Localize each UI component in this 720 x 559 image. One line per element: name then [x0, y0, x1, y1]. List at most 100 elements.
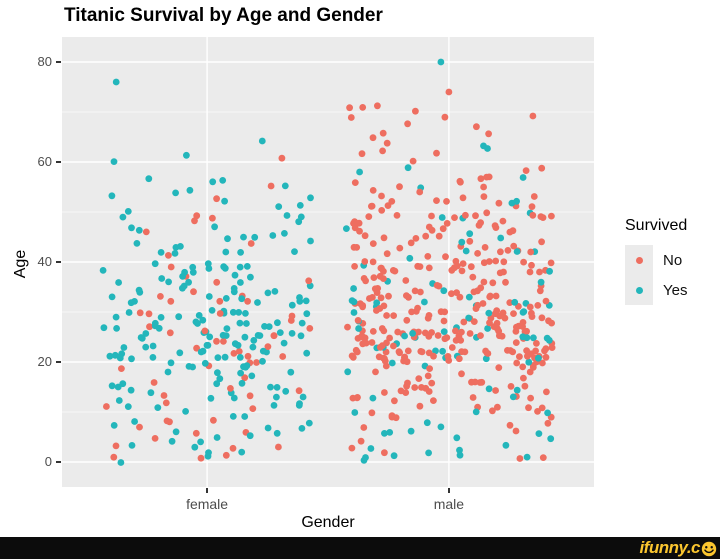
data-point	[492, 292, 500, 300]
data-point	[216, 297, 224, 305]
data-point	[236, 319, 244, 327]
data-point	[238, 295, 246, 303]
data-point	[522, 167, 530, 175]
data-point	[393, 212, 401, 219]
data-point	[460, 318, 468, 326]
data-point	[149, 342, 157, 350]
data-point	[175, 313, 183, 321]
data-point	[142, 343, 150, 351]
data-point	[525, 358, 533, 366]
x-tick-mark	[447, 488, 450, 493]
data-point	[404, 164, 412, 172]
data-point	[397, 387, 405, 395]
data-point	[209, 178, 217, 186]
data-point	[108, 382, 116, 390]
data-point	[475, 221, 483, 229]
data-point	[448, 290, 455, 298]
data-point	[145, 175, 153, 183]
data-point	[278, 154, 286, 162]
data-point	[485, 309, 493, 317]
data-point	[287, 368, 295, 376]
data-point	[391, 267, 399, 275]
data-point	[469, 394, 477, 401]
data-point	[201, 327, 209, 335]
data-point	[269, 232, 277, 239]
data-point	[383, 250, 391, 258]
data-point	[509, 393, 517, 401]
data-point	[512, 427, 520, 435]
data-point	[241, 374, 249, 382]
data-point	[369, 394, 377, 402]
data-point	[458, 238, 466, 246]
data-point	[407, 239, 415, 247]
data-point	[214, 354, 222, 361]
watermark-bar: ifunny.c	[0, 537, 720, 559]
data-point	[219, 177, 227, 184]
data-point	[240, 233, 247, 241]
data-point	[369, 258, 377, 266]
data-point	[381, 430, 388, 437]
data-point	[368, 202, 375, 210]
data-point	[111, 351, 119, 359]
data-point	[172, 428, 180, 436]
data-point	[481, 244, 489, 251]
data-point	[537, 278, 545, 286]
data-point	[354, 394, 361, 401]
data-point	[302, 297, 310, 305]
data-point	[146, 323, 153, 331]
data-point	[243, 362, 251, 370]
data-point	[347, 114, 355, 121]
data-point	[477, 332, 484, 339]
data-point	[548, 319, 555, 327]
data-point	[213, 380, 221, 388]
data-point	[379, 147, 386, 155]
data-point	[213, 278, 221, 286]
data-point	[485, 385, 493, 393]
data-point	[288, 312, 296, 320]
data-point	[483, 209, 491, 217]
data-point	[189, 263, 197, 271]
data-point	[360, 275, 368, 282]
data-point	[519, 363, 527, 371]
data-point	[458, 267, 466, 275]
data-point	[405, 293, 412, 301]
data-point	[267, 383, 274, 391]
data-point	[207, 394, 215, 402]
data-point	[425, 312, 433, 319]
data-point	[115, 397, 123, 404]
data-point	[275, 443, 282, 451]
data-point	[409, 157, 417, 165]
data-point	[354, 335, 362, 342]
data-point	[452, 337, 460, 344]
legend-keys: No Yes	[625, 245, 720, 305]
data-point	[430, 352, 437, 360]
legend: Survived No Yes	[625, 217, 720, 305]
data-point	[422, 232, 430, 240]
data-point	[380, 327, 388, 335]
data-point	[108, 192, 116, 200]
data-point	[112, 313, 120, 321]
data-point	[528, 203, 536, 211]
data-point	[512, 339, 520, 346]
data-point	[213, 337, 220, 345]
data-point	[482, 355, 490, 363]
data-point	[425, 449, 432, 457]
data-point	[189, 268, 197, 276]
data-point	[192, 429, 200, 437]
data-point	[418, 384, 425, 391]
data-point	[100, 324, 108, 332]
data-point	[492, 387, 499, 394]
data-point	[142, 330, 150, 337]
data-point	[404, 120, 411, 128]
data-point	[346, 104, 353, 112]
data-point	[474, 301, 482, 309]
data-point	[495, 199, 503, 207]
data-point	[242, 310, 249, 317]
data-point	[158, 275, 166, 282]
data-point	[229, 444, 237, 452]
data-point	[530, 193, 538, 200]
data-point	[468, 378, 475, 386]
data-point	[229, 308, 237, 316]
data-point	[465, 293, 473, 301]
data-point	[283, 212, 291, 219]
